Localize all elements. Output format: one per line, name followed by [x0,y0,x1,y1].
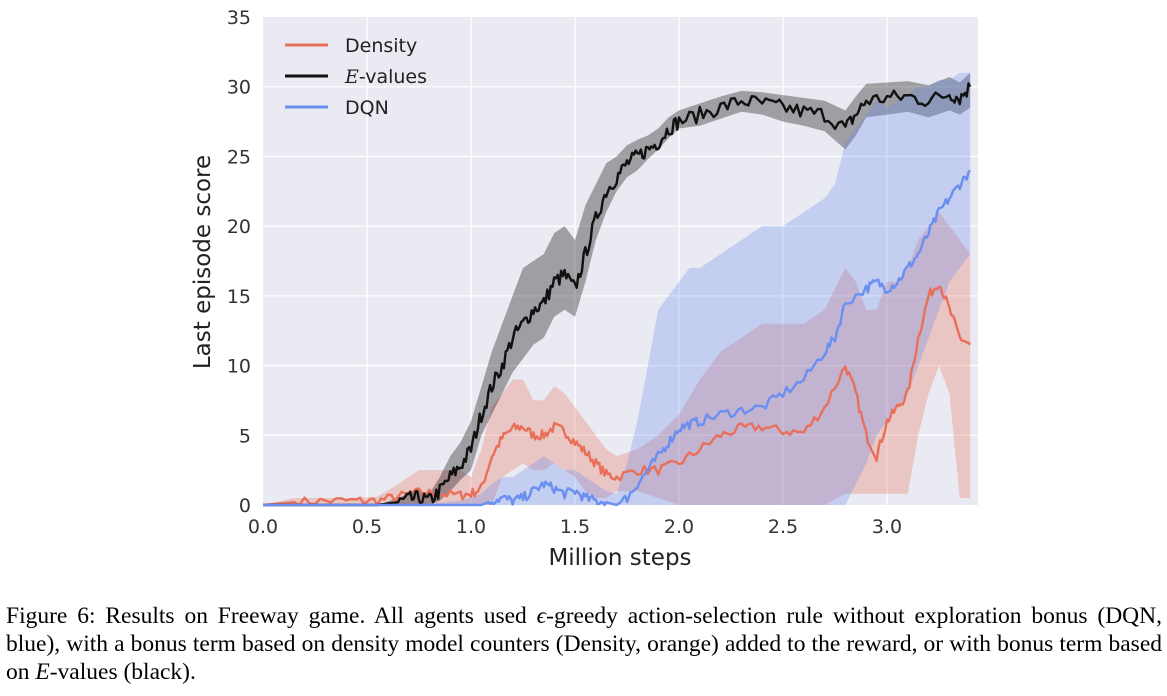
legend: Density E-values DQN [285,35,427,119]
y-tick-label: 5 [239,425,251,447]
x-tick-label: 0.0 [248,516,278,538]
y-tick-label: 35 [227,7,251,29]
x-tick-label: 2.0 [664,516,694,538]
x-axis-title: Million steps [548,545,691,571]
legend-label-evalues: E-values [344,66,427,88]
series-lines [262,82,972,507]
legend-label-density: Density [345,35,417,57]
chart: 0.0 0.5 1.0 1.5 2.0 2.5 3.0 0 5 10 15 20 25 30 35 Mill… [190,7,978,571]
x-tick-label: 1.5 [560,516,590,538]
line-dqn [263,169,972,507]
y-axis-title: Last episode score [190,155,216,369]
x-tick-label: 3.0 [872,516,902,538]
tick-labels: 0.0 0.5 1.0 1.5 2.0 2.5 3.0 0 5 10 15 20 25 30 35 [227,7,902,538]
caption-part-3: -values (black). [49,659,196,685]
line-density [262,285,972,507]
y-tick-label: 25 [227,146,251,168]
y-tick-label: 20 [227,216,251,238]
x-tick-label: 0.5 [352,516,382,538]
y-tick-label: 30 [227,77,251,99]
band-e-values [263,72,971,506]
y-tick-label: 0 [239,495,251,517]
grid [263,17,978,505]
caption-part-2: -greedy action-selection rule without ex… [6,603,1163,685]
y-tick-label: 10 [227,356,251,378]
caption-e-symbol: E [35,659,50,685]
line-e-values [263,82,972,507]
figure-caption: Figure 6: Results on Freeway game. All a… [6,602,1162,686]
x-tick-label: 1.0 [456,516,486,538]
plot-background [263,17,978,505]
x-tick-label: 2.5 [768,516,798,538]
caption-part-1: Figure 6: Results on Freeway game. All a… [6,603,537,629]
band-dqn [263,72,971,506]
caption-epsilon: ϵ [536,603,547,629]
legend-label-dqn: DQN [345,97,389,119]
y-tick-label: 15 [227,286,251,308]
